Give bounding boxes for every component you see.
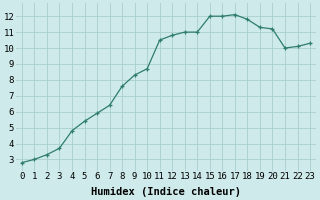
X-axis label: Humidex (Indice chaleur): Humidex (Indice chaleur) bbox=[91, 186, 241, 197]
